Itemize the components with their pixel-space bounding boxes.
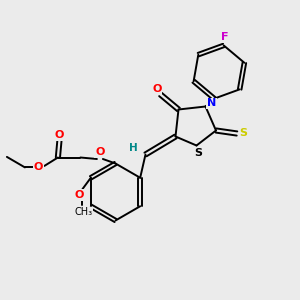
Text: F: F <box>221 32 229 42</box>
Text: O: O <box>74 190 83 200</box>
Text: O: O <box>95 147 105 158</box>
Text: O: O <box>152 84 162 94</box>
Text: N: N <box>207 98 216 109</box>
Text: CH₃: CH₃ <box>75 207 93 217</box>
Text: O: O <box>55 130 64 140</box>
Text: S: S <box>194 148 202 158</box>
Text: S: S <box>240 128 248 139</box>
Text: O: O <box>34 162 43 172</box>
Text: H: H <box>128 143 137 153</box>
